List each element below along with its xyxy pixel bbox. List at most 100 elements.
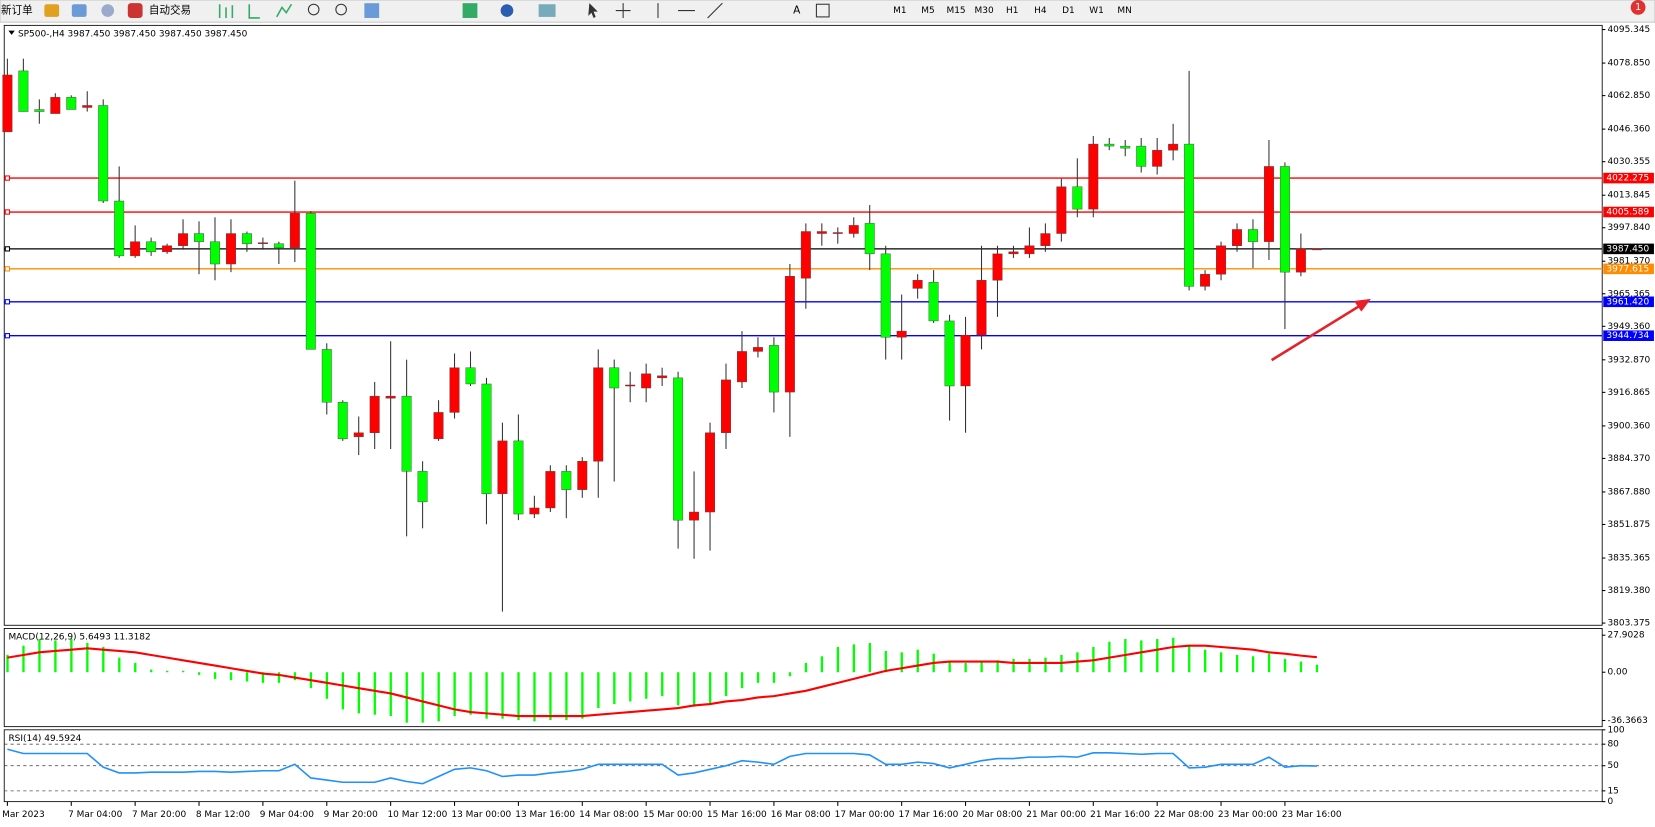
macd-bar xyxy=(197,672,201,675)
crosshair-tool[interactable] xyxy=(615,3,631,18)
icon[interactable] xyxy=(500,4,514,17)
notification-count: 1 xyxy=(1635,2,1641,13)
x-tick-label: Mar 2023 xyxy=(2,810,45,820)
macd-bar xyxy=(70,639,73,673)
x-tick-label: 21 Mar 16:00 xyxy=(1090,810,1150,820)
candle-body xyxy=(545,471,556,509)
candle-body xyxy=(50,97,61,114)
macd-bar xyxy=(118,657,121,673)
macd-bar xyxy=(1251,656,1255,673)
macd-bar xyxy=(1140,640,1143,673)
icon[interactable] xyxy=(218,4,234,18)
zoom-in[interactable] xyxy=(307,3,320,16)
panel-frame xyxy=(3,628,1603,728)
icon[interactable] xyxy=(462,3,478,18)
timeframe-button[interactable]: D1 xyxy=(1062,6,1075,16)
cursor-tool[interactable] xyxy=(588,3,598,18)
candle-body xyxy=(784,276,795,393)
candle-body xyxy=(848,225,859,234)
timeframe-button[interactable]: M5 xyxy=(921,6,934,16)
macd-bar xyxy=(996,660,999,673)
annotation-arrow xyxy=(1270,303,1364,362)
timeframe-button[interactable]: H1 xyxy=(1006,6,1018,16)
macd-bar xyxy=(421,672,424,723)
y-tick-label: 3819.380 xyxy=(1607,586,1650,596)
macd-bar xyxy=(373,672,376,715)
icon[interactable] xyxy=(101,4,115,17)
candle-body xyxy=(162,245,173,253)
macd-bar xyxy=(1219,652,1223,673)
candle-body xyxy=(1263,166,1274,242)
icon[interactable] xyxy=(538,4,556,17)
y-tick-label: 15 xyxy=(1607,786,1618,796)
level-tag xyxy=(1603,263,1654,275)
timeframe-button[interactable]: M30 xyxy=(975,6,994,16)
timeframe-button[interactable]: M1 xyxy=(893,6,906,16)
macd-bar xyxy=(1044,657,1047,673)
candle-body xyxy=(241,233,252,244)
panel-title: MACD(12,26,9) 5.6493 11.3182 xyxy=(8,632,150,642)
level-handle xyxy=(4,209,11,215)
rsi-line xyxy=(7,748,1317,785)
level-label: 3977.615 xyxy=(1606,264,1649,274)
icon[interactable] xyxy=(276,3,293,18)
candle-body xyxy=(705,432,715,513)
macd-bar xyxy=(1028,658,1031,673)
level-handle xyxy=(4,333,11,339)
macd-bar xyxy=(166,670,169,673)
y-tick-label: 3981.370 xyxy=(1607,257,1650,267)
macd-bar xyxy=(661,672,664,697)
level-label: 3961.420 xyxy=(1606,297,1649,307)
macd-bar xyxy=(916,649,919,673)
candle-body xyxy=(1104,143,1115,147)
auto-trading-button[interactable]: 自动交易 xyxy=(149,4,191,17)
new-order-button[interactable]: 新订单 xyxy=(1,4,33,17)
candle-body xyxy=(385,395,396,399)
candle-body xyxy=(146,241,157,253)
icon[interactable] xyxy=(44,4,60,17)
y-tick-label: 3916.865 xyxy=(1607,388,1650,398)
macd-bar xyxy=(1299,661,1303,673)
timeframe-button[interactable]: H4 xyxy=(1034,6,1047,16)
timeframe-button[interactable]: W1 xyxy=(1089,6,1104,16)
macd-bar xyxy=(836,647,840,673)
candle-body xyxy=(689,511,700,521)
text-tool[interactable]: A xyxy=(793,5,801,17)
auto-trading-icon[interactable] xyxy=(127,3,143,18)
timeframe-button[interactable]: MN xyxy=(1117,6,1131,16)
macd-bar xyxy=(357,672,360,714)
macd-bar xyxy=(1156,639,1159,673)
x-tick-label: 7 Mar 04:00 xyxy=(68,810,122,820)
y-tick-label: 0.00 xyxy=(1607,668,1627,678)
level-tag xyxy=(1603,243,1654,255)
y-tick-label: 4095.345 xyxy=(1607,25,1650,35)
label-tool[interactable] xyxy=(815,3,830,18)
icon[interactable] xyxy=(248,4,260,19)
candle-body xyxy=(513,440,524,515)
macd-bar xyxy=(533,672,536,722)
x-tick-label: 21 Mar 00:00 xyxy=(1026,810,1086,820)
candle-body xyxy=(944,320,955,387)
zoom-out[interactable] xyxy=(335,3,347,16)
icon[interactable] xyxy=(364,3,380,18)
candle-body xyxy=(928,282,939,322)
x-tick-label: 13 Mar 16:00 xyxy=(515,810,575,820)
macd-bar xyxy=(581,672,584,719)
candle-body xyxy=(1120,145,1131,149)
y-tick-label: 4013.845 xyxy=(1607,191,1650,201)
candle-body xyxy=(1248,229,1258,242)
macd-signal-line xyxy=(7,644,1317,718)
level-handle xyxy=(4,299,11,305)
candle-body xyxy=(1168,143,1179,151)
macd-bar xyxy=(54,640,57,673)
timeframe-button[interactable]: M15 xyxy=(946,6,965,16)
y-tick-label: 4046.360 xyxy=(1607,125,1650,135)
notification-badge[interactable] xyxy=(1630,0,1646,15)
icon[interactable] xyxy=(71,4,87,17)
candle-body xyxy=(449,367,460,413)
candle-body xyxy=(1008,251,1019,255)
candle-body xyxy=(34,109,45,112)
line-tools[interactable] xyxy=(657,2,723,19)
candle-body xyxy=(210,241,220,265)
candle-body xyxy=(497,440,508,494)
